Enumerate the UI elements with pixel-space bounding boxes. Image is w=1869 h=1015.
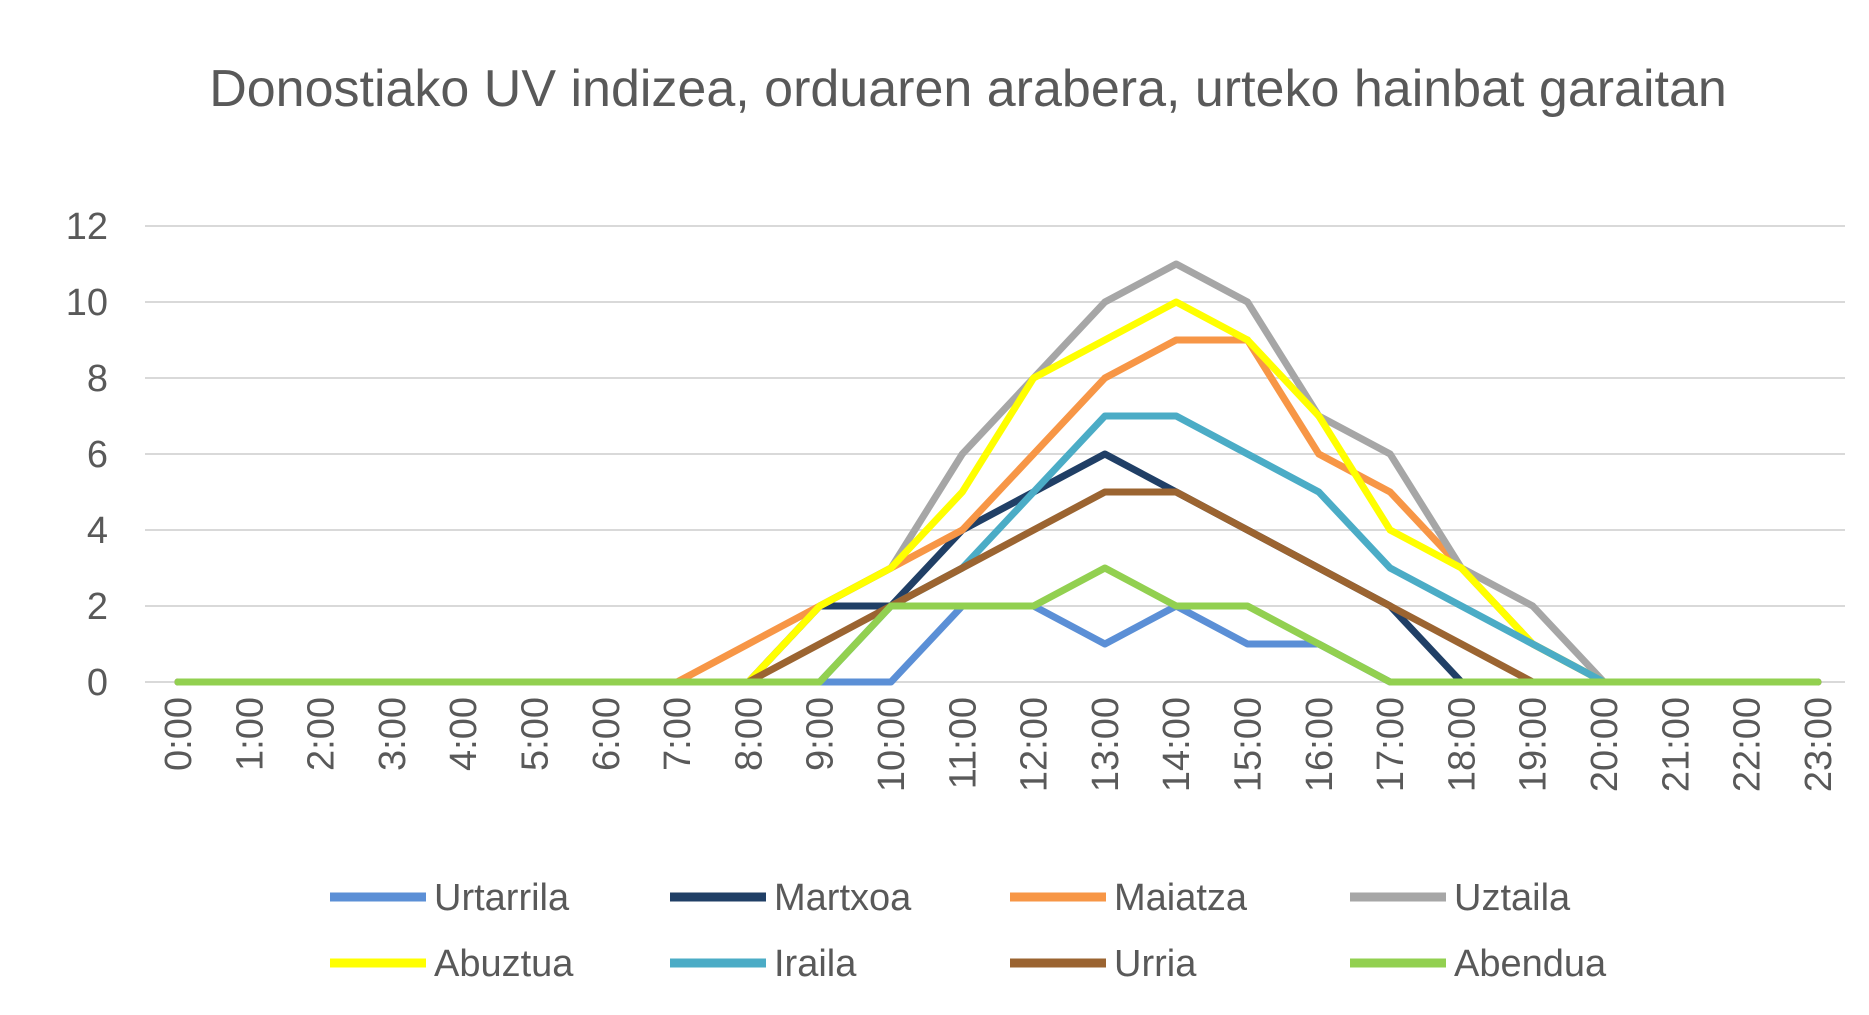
legend-label: Urtarrila bbox=[434, 877, 570, 919]
x-tick-label: 11:00 bbox=[942, 697, 984, 789]
x-axis-tick-labels: 0:00 1:00 2:00 3:00 4:00 5:00 6:00 7:00 8:00 9:00… bbox=[158, 697, 1840, 792]
x-tick-label: 22:00 bbox=[1727, 697, 1769, 792]
legend-label: Martxoa bbox=[774, 877, 912, 919]
legend-item-abendua: Abendua bbox=[1350, 943, 1607, 985]
x-tick-label: 7:00 bbox=[657, 697, 699, 771]
y-tick-label: 6 bbox=[87, 434, 108, 476]
gridlines bbox=[145, 225, 1845, 683]
legend: Urtarrila Martxoa Maiatza Uztaila Abuztua Ira… bbox=[330, 877, 1607, 985]
x-tick-label: 16:00 bbox=[1299, 697, 1341, 792]
y-tick-label: 12 bbox=[66, 206, 108, 248]
x-tick-label: 14:00 bbox=[1156, 697, 1198, 792]
y-tick-label: 4 bbox=[87, 510, 108, 552]
legend-item-martxoa: Martxoa bbox=[670, 877, 912, 919]
legend-label: Iraila bbox=[774, 943, 857, 985]
legend-item-abuztua: Abuztua bbox=[330, 943, 574, 985]
y-tick-label: 0 bbox=[87, 662, 108, 704]
y-tick-label: 8 bbox=[87, 358, 108, 400]
x-tick-label: 15:00 bbox=[1228, 697, 1270, 792]
series-lines bbox=[174, 260, 1822, 686]
series-line-abendua bbox=[174, 564, 1822, 686]
x-tick-label: 2:00 bbox=[301, 697, 343, 771]
x-tick-label: 13:00 bbox=[1085, 697, 1127, 792]
x-tick-label: 18:00 bbox=[1441, 697, 1483, 792]
x-tick-label: 0:00 bbox=[158, 697, 200, 771]
x-tick-label: 20:00 bbox=[1584, 697, 1626, 792]
legend-item-urtarrila: Urtarrila bbox=[330, 877, 570, 919]
x-tick-label: 23:00 bbox=[1798, 697, 1840, 792]
y-axis-tick-labels: 0 2 4 6 8 10 12 bbox=[66, 206, 108, 704]
series-line-urria bbox=[174, 488, 1822, 686]
x-tick-label: 17:00 bbox=[1370, 697, 1412, 792]
y-tick-label: 2 bbox=[87, 586, 108, 628]
x-tick-label: 9:00 bbox=[800, 697, 842, 771]
x-tick-label: 6:00 bbox=[586, 697, 628, 771]
x-tick-label: 10:00 bbox=[871, 697, 913, 792]
legend-item-urria: Urria bbox=[1010, 943, 1197, 985]
legend-label: Abendua bbox=[1454, 943, 1607, 985]
x-tick-label: 8:00 bbox=[728, 697, 770, 771]
legend-item-iraila: Iraila bbox=[670, 943, 857, 985]
legend-label: Maiatza bbox=[1114, 877, 1248, 919]
x-tick-label: 21:00 bbox=[1655, 697, 1697, 792]
y-tick-label: 10 bbox=[66, 282, 108, 324]
legend-item-uztaila: Uztaila bbox=[1350, 877, 1571, 919]
x-tick-label: 12:00 bbox=[1014, 697, 1056, 792]
legend-label: Urria bbox=[1114, 943, 1197, 985]
legend-label: Abuztua bbox=[434, 943, 574, 985]
x-tick-label: 4:00 bbox=[443, 697, 485, 771]
x-tick-label: 1:00 bbox=[229, 697, 271, 771]
legend-label: Uztaila bbox=[1454, 877, 1571, 919]
legend-item-maiatza: Maiatza bbox=[1010, 877, 1248, 919]
x-tick-label: 5:00 bbox=[515, 697, 557, 771]
x-tick-label: 3:00 bbox=[372, 697, 414, 771]
x-tick-label: 19:00 bbox=[1513, 697, 1555, 792]
series-line-uztaila bbox=[174, 260, 1822, 686]
chart-title: Donostiako UV indizea, orduaren arabera,… bbox=[209, 60, 1727, 118]
